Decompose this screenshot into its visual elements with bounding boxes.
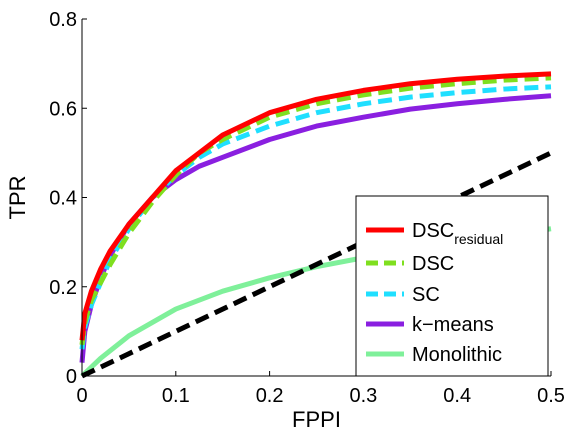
- y-tick-label: 0.6: [49, 98, 77, 120]
- y-tick-label: 0.4: [49, 188, 77, 210]
- x-tick-label: 0.3: [349, 385, 377, 407]
- series-line-diagonal: [80, 150, 553, 379]
- x-axis-title: FPPI: [292, 407, 341, 432]
- tick-labels: 0 0.1 0.2 0.3 0.4 0.5 0 0.2 0.4 0.6 0.8: [49, 9, 565, 407]
- y-axis-title: TPR: [5, 176, 30, 220]
- y-tick-label: 0: [66, 366, 77, 388]
- legend-label-sc: SC: [412, 284, 440, 306]
- x-tick-label: 0: [76, 385, 87, 407]
- legend-label-monolithic: Monolithic: [412, 344, 502, 366]
- legend-label-k-means: k−means: [412, 314, 494, 336]
- x-tick-label: 0.2: [256, 385, 284, 407]
- legend-box: [355, 195, 549, 377]
- x-tick-label: 0.4: [443, 385, 471, 407]
- series-line-sc: [79, 84, 552, 350]
- legend-label-dsc: DSC: [412, 253, 454, 275]
- y-tick-label: 0.8: [49, 9, 77, 31]
- series-line-dsc: [79, 75, 552, 346]
- legend-subscript: residual: [454, 231, 503, 247]
- y-tick-label: 0.2: [49, 277, 77, 299]
- x-tick-label: 0.1: [162, 385, 190, 407]
- x-tick-label: 0.5: [537, 385, 565, 407]
- series-line-dsc-residual: [79, 71, 552, 341]
